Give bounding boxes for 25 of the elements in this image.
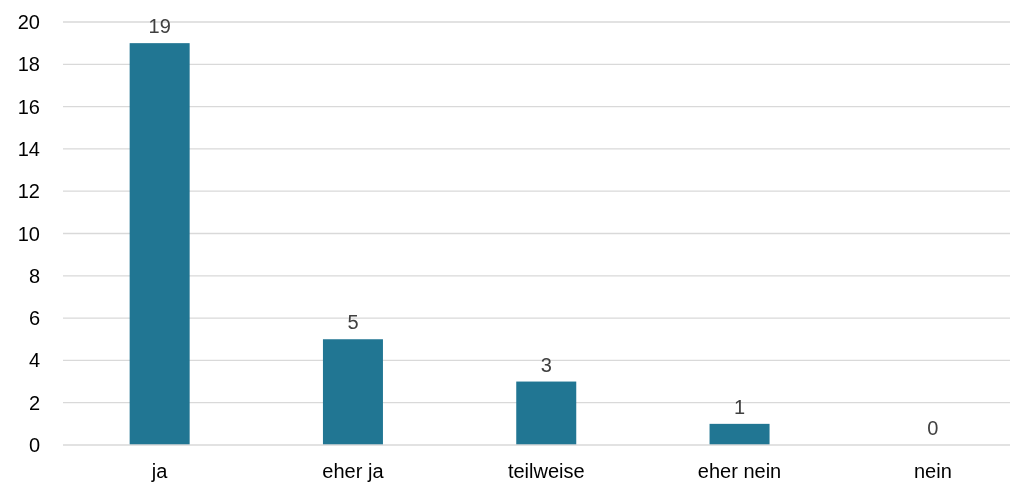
x-tick-label: ja	[150, 460, 169, 482]
data-label: 5	[347, 311, 359, 334]
y-tick-label: 8	[28, 264, 40, 287]
data-label: 3	[540, 353, 552, 376]
data-label: 19	[148, 15, 171, 38]
bar	[516, 381, 577, 445]
x-tick-label: eher nein	[697, 460, 782, 482]
y-tick-label: 10	[17, 222, 40, 245]
y-tick-label: 0	[28, 434, 40, 456]
x-tick-label: nein	[913, 460, 952, 482]
bar	[129, 43, 190, 445]
y-tick-label: 18	[17, 53, 40, 76]
y-tick-label: 6	[28, 307, 40, 330]
y-tick-label: 14	[17, 137, 40, 160]
y-tick-label: 16	[17, 95, 40, 118]
y-tick-label: 20	[17, 11, 40, 33]
bar	[709, 423, 770, 445]
y-tick-label: 12	[17, 180, 40, 203]
x-tick-label: eher ja	[322, 460, 385, 482]
y-tick-label: 2	[28, 391, 40, 414]
y-tick-label: 4	[28, 349, 40, 372]
data-label: 1	[733, 395, 746, 418]
data-label: 0	[927, 417, 939, 439]
bar	[322, 339, 383, 445]
x-tick-label: teilweise	[507, 460, 585, 482]
